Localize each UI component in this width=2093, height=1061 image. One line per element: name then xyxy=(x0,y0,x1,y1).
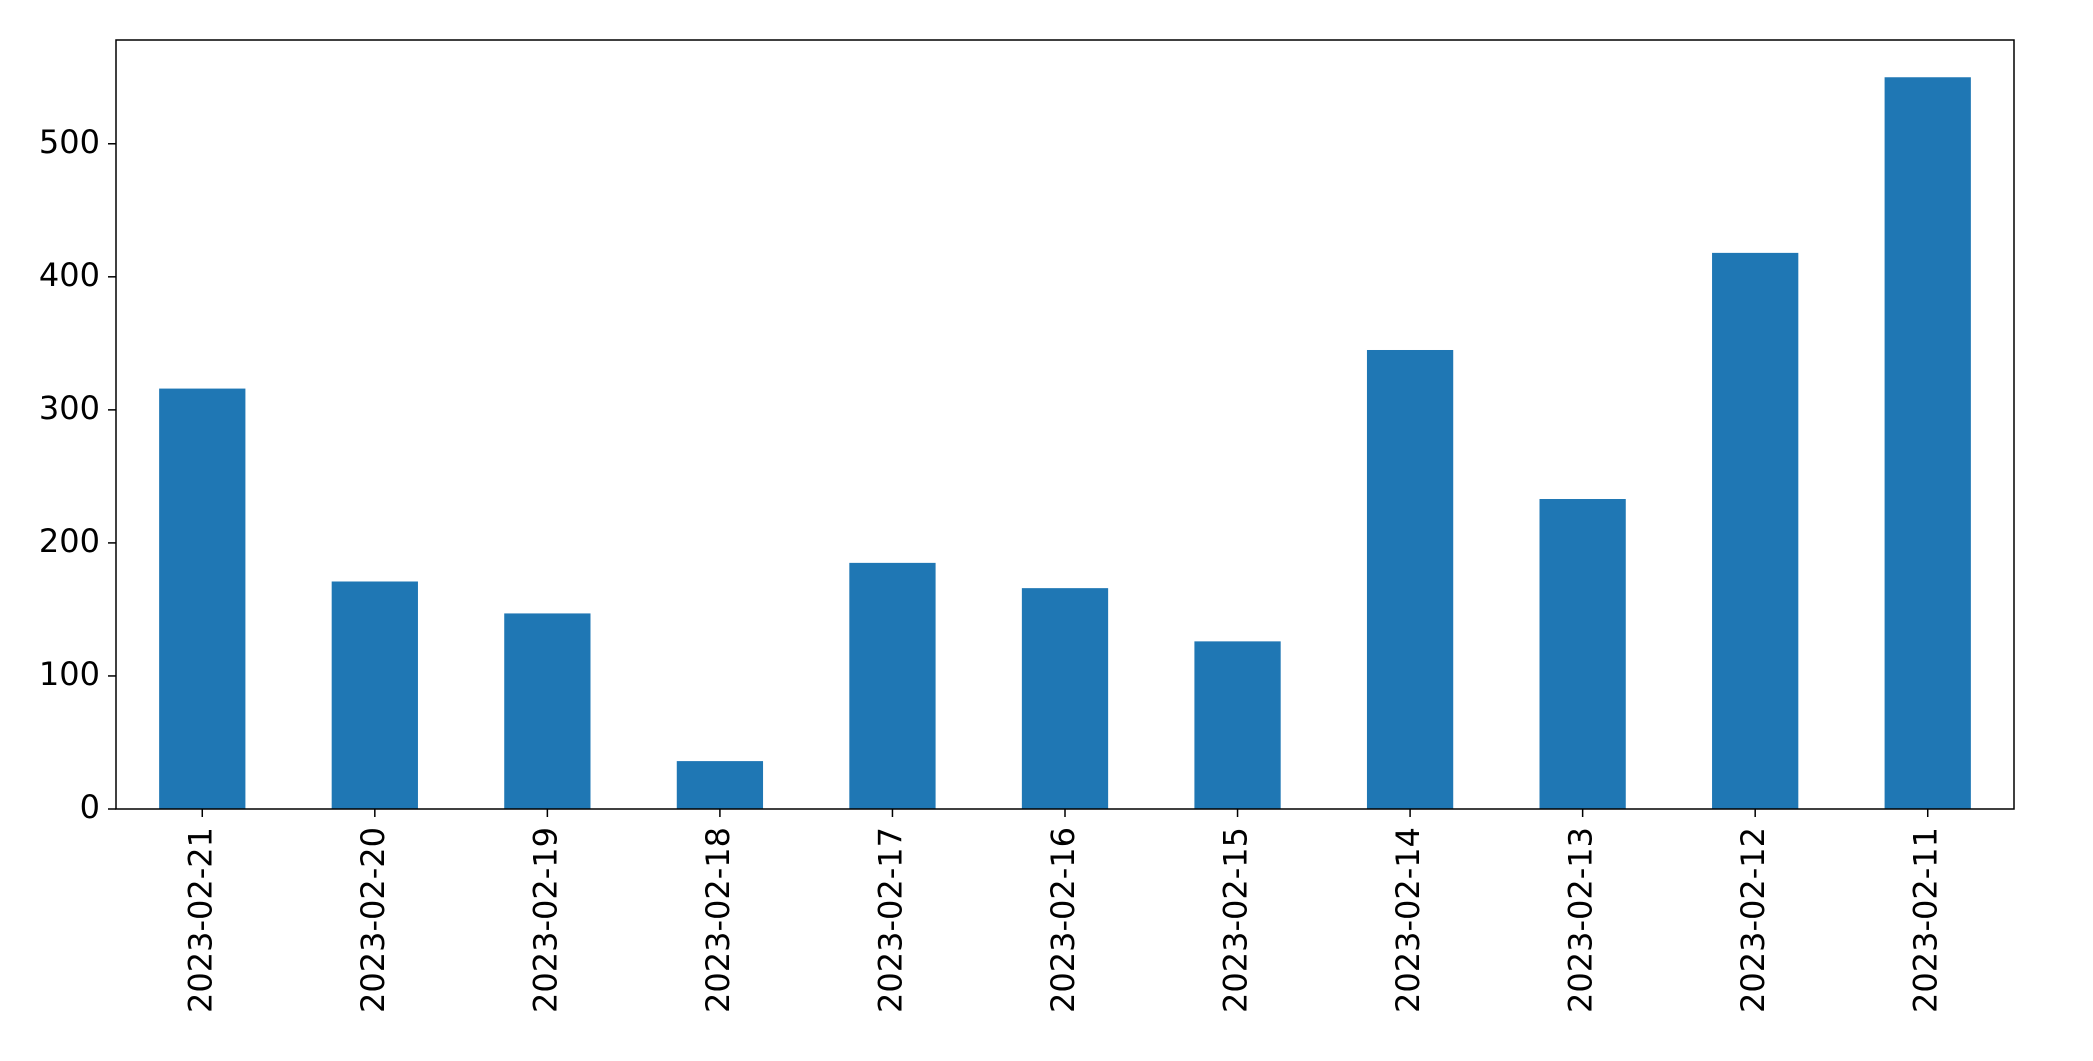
bar xyxy=(159,388,246,809)
bar xyxy=(1539,499,1626,809)
x-tick-label: 2023-02-17 xyxy=(871,827,909,1013)
y-tick-label: 500 xyxy=(39,123,100,161)
bar xyxy=(331,581,418,809)
y-tick-label: 200 xyxy=(39,522,100,560)
bar xyxy=(1021,588,1109,809)
bar xyxy=(1194,641,1281,809)
x-tick-label: 2023-02-14 xyxy=(1389,827,1427,1013)
x-tick-label: 2023-02-20 xyxy=(354,827,392,1013)
x-tick-label: 2023-02-21 xyxy=(181,827,219,1013)
x-tick-label: 2023-02-19 xyxy=(526,827,564,1013)
y-tick-label: 300 xyxy=(39,389,100,427)
x-tick-label: 2023-02-16 xyxy=(1044,827,1082,1013)
axes-frame xyxy=(115,39,2015,810)
y-tick-label: 0 xyxy=(80,788,100,826)
x-tick-label: 2023-02-12 xyxy=(1734,827,1772,1013)
x-tick-label: 2023-02-13 xyxy=(1562,827,1600,1013)
bar xyxy=(676,761,764,809)
y-tick-label: 100 xyxy=(39,655,100,693)
bar xyxy=(1712,252,1799,810)
bar xyxy=(1366,349,1454,809)
bar xyxy=(1884,77,1971,810)
x-tick-label: 2023-02-15 xyxy=(1217,827,1255,1013)
y-tick-label: 400 xyxy=(39,256,100,294)
bar xyxy=(504,613,591,809)
bar xyxy=(849,562,936,809)
x-tick-label: 2023-02-18 xyxy=(699,827,737,1013)
x-tick-label: 2023-02-11 xyxy=(1907,827,1945,1013)
